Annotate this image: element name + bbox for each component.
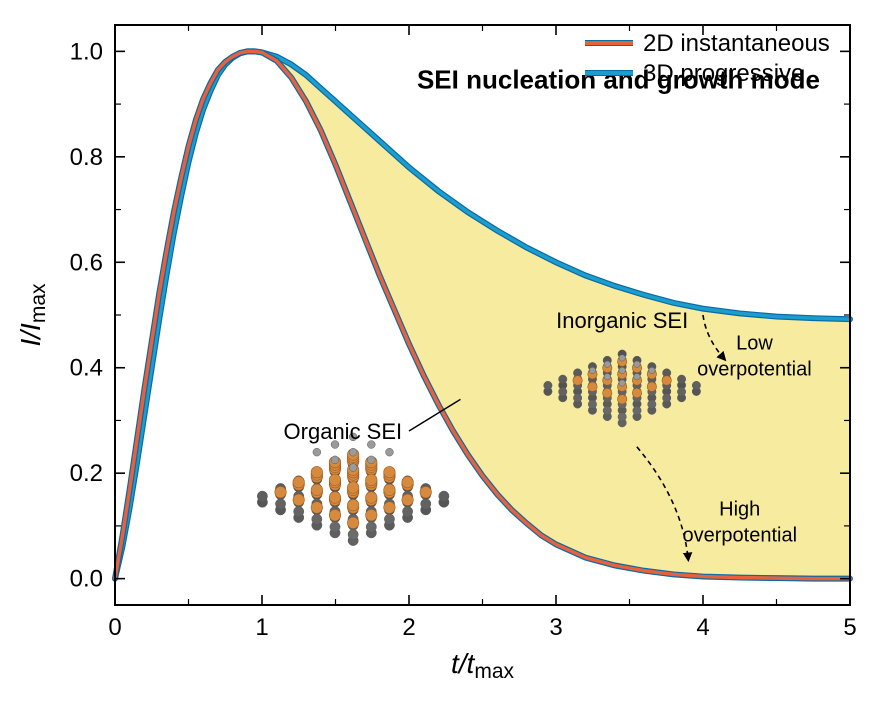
- x-tick-label: 3: [549, 614, 562, 641]
- x-tick-label: 1: [255, 614, 268, 641]
- x-tick-label: 5: [843, 614, 856, 641]
- chart-svg: 0123450.00.20.40.60.81.0t/tmaxI/ImaxSEI …: [0, 0, 881, 705]
- y-tick-label: 0.0: [70, 566, 103, 593]
- y-tick-label: 0.4: [70, 355, 103, 382]
- label-low-overpotential: overpotential: [697, 359, 812, 381]
- label-high-overpotential: High: [719, 498, 760, 520]
- y-tick-label: 0.6: [70, 249, 103, 276]
- y-tick-label: 1.0: [70, 38, 103, 65]
- label-inorganic-sei: Inorganic SEI: [556, 308, 688, 333]
- label-low-overpotential: Low: [736, 332, 773, 354]
- label-organic-sei: Organic SEI: [284, 419, 403, 444]
- y-tick-label: 0.2: [70, 460, 103, 487]
- x-tick-label: 0: [108, 614, 121, 641]
- x-tick-label: 2: [402, 614, 415, 641]
- legend-label: 3D progressive: [643, 60, 804, 87]
- label-high-overpotential: overpotential: [682, 525, 797, 547]
- legend-label: 2D instantaneous: [643, 30, 830, 57]
- x-tick-label: 4: [696, 614, 709, 641]
- y-tick-label: 0.8: [70, 144, 103, 171]
